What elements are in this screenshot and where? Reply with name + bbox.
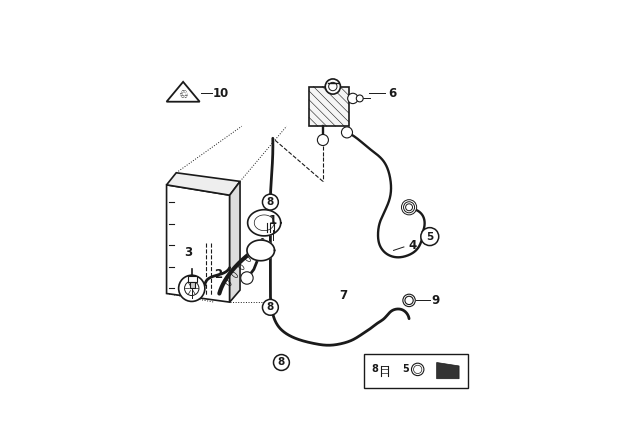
Text: O0158528: O0158528: [382, 382, 426, 391]
Circle shape: [342, 127, 353, 138]
Circle shape: [348, 93, 358, 103]
Text: 2: 2: [214, 268, 222, 281]
Circle shape: [273, 354, 289, 370]
Text: 8: 8: [267, 302, 274, 312]
Text: 10: 10: [212, 87, 228, 100]
Text: 7: 7: [339, 289, 348, 302]
Text: 4: 4: [408, 239, 416, 252]
Circle shape: [262, 299, 278, 315]
Circle shape: [317, 134, 328, 146]
Text: 5: 5: [403, 364, 409, 375]
Polygon shape: [230, 181, 240, 302]
Text: 6: 6: [388, 87, 397, 100]
Text: ♲: ♲: [178, 91, 188, 101]
Polygon shape: [166, 173, 240, 195]
Circle shape: [241, 272, 253, 284]
Polygon shape: [166, 82, 200, 102]
Text: 8: 8: [267, 197, 274, 207]
Polygon shape: [248, 210, 281, 236]
Text: 3: 3: [184, 246, 193, 258]
Text: 9: 9: [431, 294, 440, 307]
Text: 8: 8: [371, 364, 378, 375]
Polygon shape: [436, 362, 459, 379]
Circle shape: [401, 200, 417, 215]
Circle shape: [356, 95, 363, 102]
Polygon shape: [247, 240, 275, 261]
Circle shape: [403, 294, 415, 306]
Circle shape: [325, 79, 340, 94]
Text: 1: 1: [269, 214, 277, 227]
Polygon shape: [166, 185, 230, 302]
Bar: [364, 354, 468, 388]
Text: 8: 8: [278, 358, 285, 367]
Circle shape: [179, 275, 205, 302]
Text: 5: 5: [426, 232, 433, 241]
Bar: [309, 86, 349, 126]
Bar: [188, 276, 196, 283]
Circle shape: [262, 194, 278, 210]
Circle shape: [420, 228, 439, 246]
Bar: [189, 283, 195, 288]
